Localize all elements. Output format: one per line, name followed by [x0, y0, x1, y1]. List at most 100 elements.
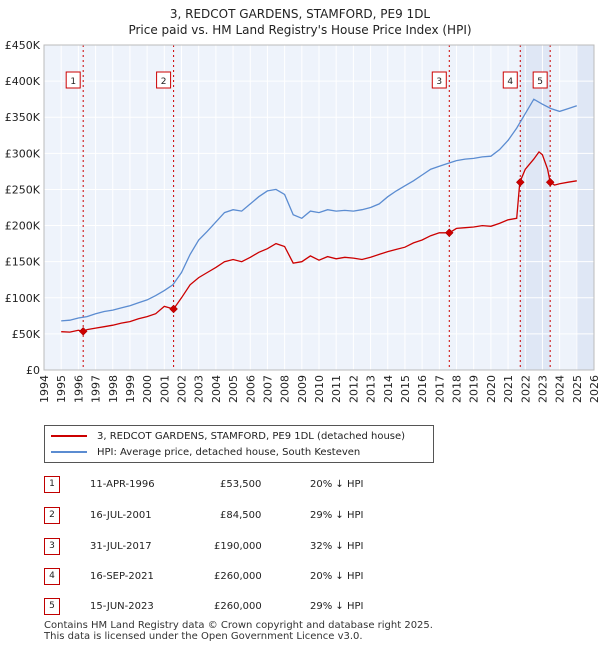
x-tick-label: 2007	[261, 375, 274, 403]
sale-price: £84,500	[220, 510, 262, 521]
sale-date: 15-JUN-2023	[90, 601, 154, 612]
legend-label-hpi: HPI: Average price, detached house, Sout…	[97, 446, 361, 458]
sale-label-box	[156, 71, 172, 89]
sale-date: 16-SEP-2021	[90, 571, 154, 582]
sale-hpi: 32% ↓ HPI	[310, 541, 364, 552]
x-tick-label: 2003	[193, 375, 206, 403]
sale-date: 31-JUL-2017	[90, 541, 152, 552]
x-tick-label: 2001	[158, 375, 171, 403]
x-tick-label: 1996	[72, 375, 85, 403]
hpi-line	[61, 98, 578, 322]
x-tick-label: 2020	[485, 375, 498, 403]
x-tick-label: 2023	[536, 375, 549, 403]
x-tick-label: 2013	[365, 375, 378, 403]
sale-row: 5 15-JUN-2023 £260,000 29% ↓ HPI	[44, 597, 444, 617]
footer-licence: This data is licensed under the Open Gov…	[44, 631, 363, 642]
legend-swatch-hpi	[51, 451, 87, 453]
sale-date: 11-APR-1996	[90, 479, 155, 490]
x-tick-label: 1994	[38, 375, 51, 403]
legend: 3, REDCOT GARDENS, STAMFORD, PE9 1DL (de…	[44, 425, 434, 463]
x-tick-label: 2014	[382, 375, 395, 403]
sale-label-box	[532, 71, 548, 89]
sale-label-box	[502, 71, 518, 89]
legend-item-property: 3, REDCOT GARDENS, STAMFORD, PE9 1DL (de…	[51, 428, 405, 444]
sale-badge: 3	[44, 538, 60, 555]
x-tick-label: 2010	[313, 375, 326, 403]
sale-point	[545, 177, 555, 187]
sale-hpi: 20% ↓ HPI	[310, 479, 364, 490]
x-tick-label: 2021	[502, 375, 515, 403]
x-tick-label: 2015	[399, 375, 412, 403]
x-tick-label: 2000	[141, 375, 154, 403]
x-tick-label: 2004	[210, 375, 223, 403]
y-tick-label: £400K	[5, 75, 41, 88]
x-tick-label: 2002	[176, 375, 189, 403]
x-tick-label: 2019	[468, 375, 481, 403]
sale-row: 2 16-JUL-2001 £84,500 29% ↓ HPI	[44, 506, 444, 526]
x-tick-label: 2012	[347, 375, 360, 403]
property-price-line	[61, 150, 577, 333]
sale-price: £260,000	[214, 571, 262, 582]
x-tick-label: 1998	[107, 375, 120, 403]
x-tick-label: 1999	[124, 375, 137, 403]
sale-label: 2	[161, 77, 167, 87]
sale-badge: 1	[44, 476, 60, 493]
x-tick-label: 1997	[90, 375, 103, 403]
x-tick-label: 2024	[554, 375, 567, 403]
y-tick-label: £250K	[5, 183, 41, 196]
y-tick-label: £200K	[5, 220, 41, 233]
sale-badge: 5	[44, 598, 60, 615]
y-tick-label: £300K	[5, 147, 41, 160]
sale-row: 4 16-SEP-2021 £260,000 20% ↓ HPI	[44, 567, 444, 587]
price-chart: £0 £50K £100K £150K £200K £250K £300K £350K £400…	[5, 39, 600, 403]
x-tick-label: 2026	[588, 375, 600, 403]
x-tick-label: 2016	[416, 375, 429, 403]
legend-swatch-property	[51, 435, 87, 437]
sale-price: £190,000	[214, 541, 262, 552]
legend-label-property: 3, REDCOT GARDENS, STAMFORD, PE9 1DL (de…	[97, 430, 406, 442]
sale-row: 3 31-JUL-2017 £190,000 32% ↓ HPI	[44, 537, 444, 557]
sale-date: 16-JUL-2001	[90, 510, 152, 521]
sale-hpi: 29% ↓ HPI	[310, 601, 364, 612]
x-tick-label: 2025	[571, 375, 584, 403]
sale-label: 3	[436, 77, 442, 87]
legend-item-hpi: HPI: Average price, detached house, Sout…	[51, 444, 360, 460]
chart-title-line2: Price paid vs. HM Land Registry's House …	[128, 23, 472, 37]
y-tick-label: £100K	[5, 292, 41, 305]
x-tick-label: 2008	[279, 375, 292, 403]
y-tick-label: £150K	[5, 256, 41, 269]
sale-label-box	[431, 71, 447, 89]
x-tick-label: 2011	[330, 375, 343, 403]
x-tick-label: 2006	[244, 375, 257, 403]
sale-label: 1	[70, 77, 76, 87]
x-tick-label: 2009	[296, 375, 309, 403]
y-tick-label: £350K	[5, 111, 41, 124]
sale-price: £53,500	[220, 479, 262, 490]
sale-label: 4	[507, 77, 513, 87]
sale-hpi: 29% ↓ HPI	[310, 510, 364, 521]
chart-title-line1: 3, REDCOT GARDENS, STAMFORD, PE9 1DL	[169, 7, 431, 21]
footer: Contains HM Land Registry data © Crown c…	[44, 620, 433, 642]
plot-border	[43, 44, 595, 371]
sale-point	[169, 304, 178, 314]
sale-label-box	[65, 71, 81, 89]
sale-price: £260,000	[214, 601, 262, 612]
y-tick-label: £50K	[12, 328, 41, 341]
y-tick-label: £0	[26, 364, 40, 377]
sale-point	[78, 327, 88, 336]
x-tick-label: 2005	[227, 375, 240, 403]
footer-copyright: Contains HM Land Registry data © Crown c…	[44, 620, 433, 631]
sale-badge: 4	[44, 568, 60, 585]
future-band	[576, 45, 594, 370]
sale-point	[515, 177, 525, 187]
sale-hpi: 20% ↓ HPI	[310, 571, 364, 582]
x-tick-label: 2018	[451, 375, 464, 403]
sale-point	[444, 228, 454, 238]
x-tick-label: 1995	[55, 375, 68, 403]
x-tick-label: 2017	[433, 375, 446, 403]
sale-label: 5	[537, 77, 543, 87]
sale-row: 1 11-APR-1996 £53,500 20% ↓ HPI	[44, 475, 444, 495]
x-tick-label: 2022	[519, 375, 532, 403]
y-tick-label: £450K	[5, 39, 41, 52]
sale-badge: 2	[44, 507, 60, 524]
